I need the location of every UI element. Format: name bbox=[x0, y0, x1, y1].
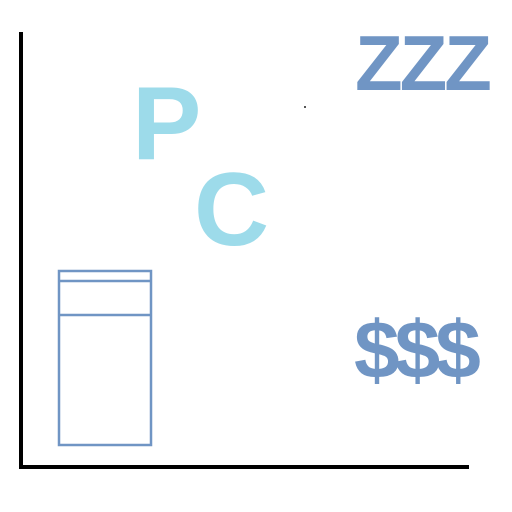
money-dollars: $$$ bbox=[354, 305, 481, 396]
letter-p: P bbox=[132, 66, 202, 182]
bed-icon bbox=[57, 269, 153, 447]
y-axis bbox=[19, 32, 23, 469]
sleep-zzz: ZZZ bbox=[355, 19, 492, 107]
letter-c: C bbox=[194, 152, 270, 268]
small-dot bbox=[304, 106, 306, 108]
x-axis bbox=[19, 465, 469, 469]
bed-frame bbox=[57, 269, 153, 447]
